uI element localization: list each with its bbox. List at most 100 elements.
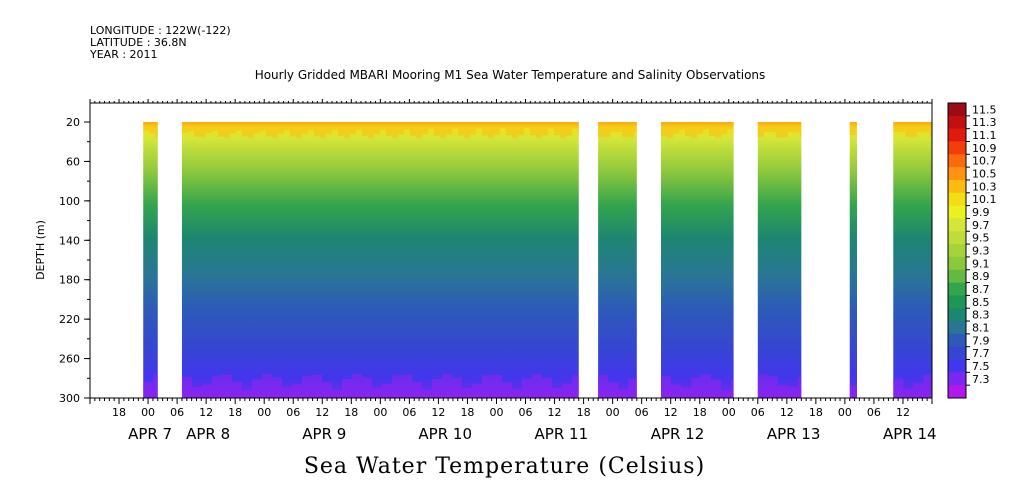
surface-band <box>781 122 788 138</box>
x-tick-label: 00 <box>838 406 852 419</box>
colorbar-swatch <box>948 308 966 322</box>
colorbar-swatch <box>948 192 966 207</box>
surface-band <box>319 122 326 138</box>
data-segment <box>893 122 932 398</box>
deep-band <box>441 374 452 398</box>
surface-band <box>361 122 368 137</box>
colorbar-swatch <box>948 154 966 168</box>
surface-band <box>445 122 452 135</box>
surface-band <box>475 122 482 129</box>
surface-band <box>769 122 776 132</box>
deep-band <box>511 389 522 398</box>
deep-band <box>671 384 682 398</box>
x-tick-label: 18 <box>112 406 126 419</box>
surface-band <box>355 122 362 130</box>
data-segments <box>143 122 932 398</box>
surface-band <box>155 122 158 138</box>
deep-band <box>291 384 302 398</box>
deep-band <box>903 388 914 398</box>
surface-band <box>709 122 716 136</box>
deep-band <box>321 381 332 398</box>
surface-band <box>893 122 900 132</box>
surface-band <box>403 122 410 130</box>
x-tick-label: 12 <box>315 406 329 419</box>
x-tick-label: 00 <box>606 406 620 419</box>
surface-band <box>337 122 344 137</box>
surface-band <box>271 122 278 138</box>
deep-band <box>241 390 252 398</box>
x-tick-label: 18 <box>344 406 358 419</box>
y-tick-label: 220 <box>59 313 80 326</box>
x-tick-label: 18 <box>693 406 707 419</box>
surface-band <box>487 122 494 138</box>
colorbar-label: 10.3 <box>972 180 997 193</box>
deep-band <box>381 383 392 398</box>
longitude-label: LONGITUDE : 122W(-122) <box>90 24 231 37</box>
surface-band <box>517 122 524 136</box>
x-tick-label: 12 <box>780 406 794 419</box>
colorbar-swatch <box>948 231 966 245</box>
surface-band <box>661 122 668 137</box>
surface-band <box>793 122 800 132</box>
date-label: APR 7 <box>128 425 172 443</box>
deep-band <box>311 374 322 398</box>
x-tick-label: 18 <box>228 406 242 419</box>
deep-band <box>211 375 222 398</box>
date-label: APR 9 <box>302 425 346 443</box>
deep-band <box>731 381 734 398</box>
colorbar-label: 7.3 <box>972 373 990 386</box>
deep-band <box>221 374 232 398</box>
deep-band <box>371 387 382 398</box>
colorbar-label: 10.9 <box>972 142 997 155</box>
surface-band <box>604 122 611 138</box>
deep-band <box>143 381 154 398</box>
surface-band <box>529 122 536 136</box>
x-tick-label: 12 <box>548 406 562 419</box>
deep-band <box>341 379 352 398</box>
date-label: APR 11 <box>535 425 589 443</box>
x-tick-label: 06 <box>402 406 416 419</box>
deep-band <box>181 377 192 398</box>
surface-band <box>223 122 230 138</box>
surface-band <box>277 122 284 134</box>
surface-band <box>205 122 212 133</box>
colorbar-swatch <box>948 244 966 258</box>
colorbar-swatch <box>948 321 966 335</box>
surface-band <box>721 122 728 135</box>
surface-band <box>301 122 308 134</box>
surface-band <box>349 122 356 134</box>
colorbar-label: 8.1 <box>972 321 990 334</box>
colorbar-swatch <box>948 269 966 284</box>
deep-band <box>501 382 512 398</box>
colorbar-swatch <box>948 359 966 373</box>
surface-band <box>571 122 578 129</box>
surface-band <box>905 122 912 138</box>
colorbar-label: 8.7 <box>972 283 990 296</box>
colorbar-swatch <box>948 115 966 130</box>
surface-band <box>565 122 572 136</box>
colorbar-swatch <box>948 282 966 296</box>
deep-band <box>767 376 778 398</box>
surface-band <box>143 122 150 131</box>
surface-band <box>547 122 554 129</box>
colorbar-swatch <box>948 256 966 271</box>
surface-band <box>391 122 398 138</box>
surface-band <box>229 122 236 133</box>
surface-band <box>499 122 506 129</box>
deep-band <box>191 387 202 398</box>
colorbar-swatch <box>948 295 966 309</box>
surface-band <box>211 122 218 131</box>
surface-band <box>787 122 794 132</box>
data-segment <box>661 122 734 398</box>
surface-band <box>199 122 206 138</box>
chart-title: Hourly Gridded MBARI Mooring M1 Sea Wate… <box>254 68 766 82</box>
colorbar-label: 10.5 <box>972 168 997 181</box>
surface-band <box>598 122 605 138</box>
axes: 20 60 100 140 180 220 260 300 18 00 06 12 18 00 06 12 18… <box>59 99 937 443</box>
surface-band <box>559 122 566 138</box>
x-tick-label: 06 <box>170 406 184 419</box>
x-tick-label: 12 <box>896 406 910 419</box>
date-label: APR 14 <box>883 425 937 443</box>
deep-band <box>721 390 732 398</box>
